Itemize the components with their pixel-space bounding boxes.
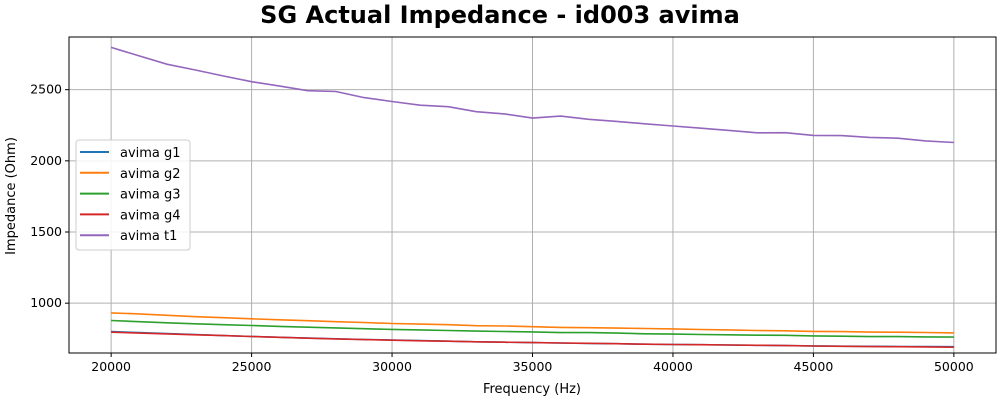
- x-tick-label: 30000: [372, 359, 412, 374]
- legend-label: avima g4: [120, 208, 181, 223]
- x-tick-label: 25000: [232, 359, 272, 374]
- legend: avima g1 avima g2 avima g3 avima g4 avima t1: [75, 139, 191, 251]
- legend-label: avima g1: [120, 146, 181, 161]
- x-axis-label: Frequency (Hz): [483, 382, 581, 397]
- x-tick-label: 20000: [91, 359, 131, 374]
- y-axis-ticks: 1000 1500 2000 2500: [30, 82, 69, 310]
- series-line-avima-g3: [111, 319, 954, 338]
- legend-label: avima g2: [120, 167, 181, 182]
- y-tick-label: 1500: [30, 224, 62, 239]
- y-tick-label: 1000: [30, 295, 62, 310]
- series-line-avima-t1: [110, 46, 954, 144]
- x-axis-ticks: 20000 25000 30000 35000 40000 45000 50000: [91, 353, 974, 374]
- y-tick-label: 2500: [30, 82, 62, 97]
- legend-box: [75, 139, 191, 251]
- series-line-avima-g2: [111, 312, 954, 334]
- series-lines: [110, 46, 954, 348]
- series-line-avima-g4: [111, 331, 954, 348]
- legend-label: avima t1: [120, 229, 177, 244]
- x-tick-label: 40000: [653, 359, 693, 374]
- y-tick-label: 2000: [30, 153, 62, 168]
- legend-label: avima g3: [120, 188, 181, 203]
- x-tick-label: 50000: [934, 359, 974, 374]
- grid: [69, 37, 996, 353]
- y-axis-label: Impedance (Ohm): [4, 137, 19, 255]
- x-tick-label: 35000: [513, 359, 553, 374]
- chart-title: SG Actual Impedance - id003 avima: [260, 1, 740, 29]
- x-tick-label: 45000: [794, 359, 834, 374]
